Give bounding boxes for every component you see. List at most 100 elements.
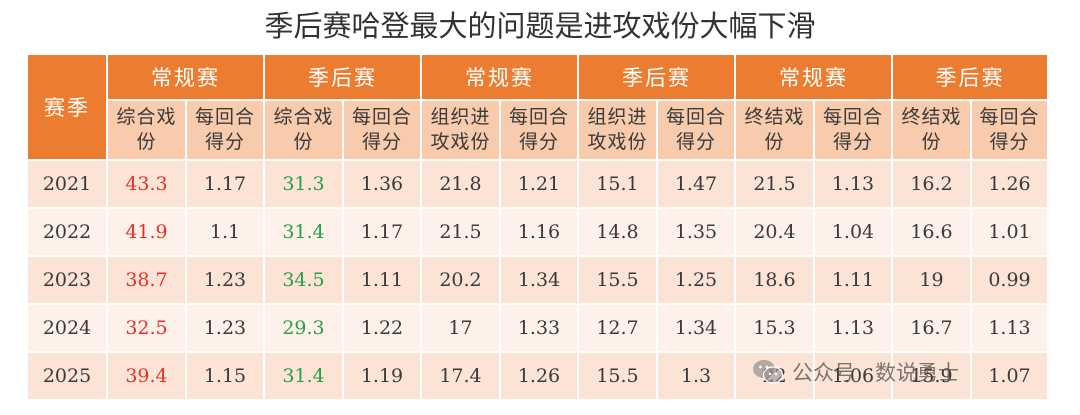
- column-header-cell: 综合戏份: [107, 100, 187, 161]
- data-cell: 20.4: [735, 208, 815, 257]
- data-cell: 19: [892, 256, 972, 305]
- watermark: 公众号 · 数说勇士: [752, 354, 959, 390]
- column-header-line: 每回合: [822, 106, 883, 128]
- data-cell: 1.06: [814, 352, 893, 401]
- column-header-line: 终结戏: [744, 106, 805, 128]
- data-cell: 43.3: [107, 160, 187, 209]
- column-header-cell: 每回合 得分: [186, 100, 265, 161]
- column-header-cell: 综合戏份: [264, 100, 344, 161]
- column-header-line: 组织进: [430, 106, 491, 128]
- data-cell: 1.25: [657, 256, 736, 305]
- data-cell: 0.99: [971, 256, 1049, 305]
- data-cell: 1.34: [500, 256, 579, 305]
- data-cell: 22: [735, 352, 815, 401]
- data-cell: 1.1: [186, 208, 265, 257]
- column-header-line: 每回合: [508, 106, 569, 128]
- data-cell: 21.5: [421, 208, 501, 257]
- column-header-cell: 终结戏份: [735, 100, 815, 161]
- data-cell: 16.7: [892, 304, 972, 353]
- data-cell: 1.16: [500, 208, 579, 257]
- column-header-cell: 组织进 攻戏份: [578, 100, 658, 161]
- data-cell: 1.15: [186, 352, 265, 401]
- column-header-line: 份: [921, 131, 942, 153]
- column-header-cell: 每回合 得分: [814, 100, 893, 161]
- data-cell: 21.5: [735, 160, 815, 209]
- season-cell: 2022: [28, 208, 108, 257]
- wechat-icon: [753, 360, 784, 384]
- data-cell: 15.3: [735, 304, 815, 353]
- data-cell: 1.34: [657, 304, 736, 353]
- data-cell: 20.2: [421, 256, 501, 305]
- data-cell: 15.1: [578, 160, 658, 209]
- header-season: 赛季: [28, 55, 108, 161]
- season-cell: 2024: [28, 304, 108, 353]
- data-cell: 1.21: [500, 160, 579, 209]
- header-group-cell: 季后赛: [892, 55, 1049, 101]
- data-cell: 21.8: [421, 160, 501, 209]
- column-header-line: 每回合: [665, 106, 726, 128]
- data-cell: 17: [421, 304, 501, 353]
- data-cell: 1.47: [657, 160, 736, 209]
- chart-title: 季后赛哈登最大的问题是进攻戏份大幅下滑: [264, 9, 816, 43]
- table-row: 2024 32.5 1.23 29.3 1.22 17 1.33 12.7 1.34 15.3 1.…: [28, 304, 1049, 353]
- data-cell: 31.3: [264, 160, 344, 209]
- column-header-line: 组织进: [587, 106, 648, 128]
- table-row: 202539.41.1531.41.1917.41.2615.51.3221.0…: [28, 352, 1049, 401]
- subheader-row: 综合戏份每回合 得分 综合戏份每回合 得分 组织进 攻戏份 每回合 得分 组织进 攻戏份 每回合 得分…: [28, 100, 1049, 161]
- data-cell: 1.26: [971, 160, 1049, 209]
- data-cell: 15.5: [578, 352, 658, 401]
- watermark-text: 公众号 · 数说勇士: [792, 361, 960, 385]
- header-row: 赛季 常规赛 季后赛 常规赛 季后赛 常规赛 季后赛: [28, 55, 1049, 161]
- data-cell: 1.07: [971, 352, 1049, 401]
- data-cell: 15.9: [892, 352, 972, 401]
- data-cell: 1.33: [500, 304, 579, 353]
- column-header-cell: 每回合 得分: [971, 100, 1049, 161]
- data-cell: 34.5: [264, 256, 344, 305]
- data-cell: 16.6: [892, 208, 972, 257]
- data-cell: 1.01: [971, 208, 1049, 257]
- data-cell: 1.13: [971, 304, 1049, 353]
- data-cell: 32.5: [107, 304, 187, 353]
- data-cell: 1.13: [814, 160, 893, 209]
- column-header-cell: 每回合 得分: [657, 100, 736, 161]
- column-header-line: 综合戏: [273, 106, 334, 128]
- table-row: 2022 41.9 1.1 31.4 1.17 21.5 1.16 14.8 1.35 20.4 1…: [28, 208, 1049, 257]
- column-header-line: 终结戏: [901, 106, 962, 128]
- data-cell: 29.3: [264, 304, 344, 353]
- data-cell: 1.36: [343, 160, 422, 209]
- data-cell: 1.04: [814, 208, 893, 257]
- stats-table: 赛季 常规赛 季后赛 常规赛 季后赛 常规赛 季后赛 综合戏份每回合 得分 综合戏份每回合 得分 组织…: [28, 55, 1049, 401]
- data-cell: 1.3: [657, 352, 736, 401]
- data-cell: 15.5: [578, 256, 658, 305]
- header-group-cell: 常规赛: [421, 55, 579, 101]
- data-cell: 1.17: [186, 160, 265, 209]
- data-cell: 1.13: [814, 304, 893, 353]
- data-cell: 1.17: [343, 208, 422, 257]
- column-header-line: 攻戏份: [587, 131, 648, 153]
- column-header-line: 份: [293, 131, 314, 153]
- column-header-line: 攻戏份: [430, 131, 491, 153]
- header-group-cell: 季后赛: [578, 55, 736, 101]
- column-header-line: 每回合: [351, 106, 412, 128]
- data-cell: 1.11: [814, 256, 893, 305]
- data-cell: 31.4: [264, 352, 344, 401]
- header-group-cell: 常规赛: [735, 55, 893, 101]
- column-header-line: 得分: [204, 131, 245, 153]
- column-header-line: 每回合: [194, 106, 255, 128]
- season-cell: 2021: [28, 160, 108, 209]
- data-cell: 39.4: [107, 352, 187, 401]
- column-header-line: 得分: [518, 131, 559, 153]
- season-cell: 2023: [28, 256, 108, 305]
- header-group-cell: 季后赛: [264, 55, 422, 101]
- data-cell: 18.6: [735, 256, 815, 305]
- table-row: 2023 38.7 1.23 34.5 1.11 20.2 1.34 15.5 1.25 18.6…: [28, 256, 1049, 305]
- data-cell: 1.22: [343, 304, 422, 353]
- column-header-cell: 每回合 得分: [500, 100, 579, 161]
- data-cell: 1.11: [343, 256, 422, 305]
- header-group-cell: 常规赛: [107, 55, 265, 101]
- column-header-line: 份: [764, 131, 785, 153]
- data-cell: 38.7: [107, 256, 187, 305]
- data-cell: 16.2: [892, 160, 972, 209]
- table-row: 2021 43.3 1.17 31.3 1.36 21.8 1.21 15.1 1.47 21.5…: [28, 160, 1049, 209]
- column-header-cell: 每回合 得分: [343, 100, 422, 161]
